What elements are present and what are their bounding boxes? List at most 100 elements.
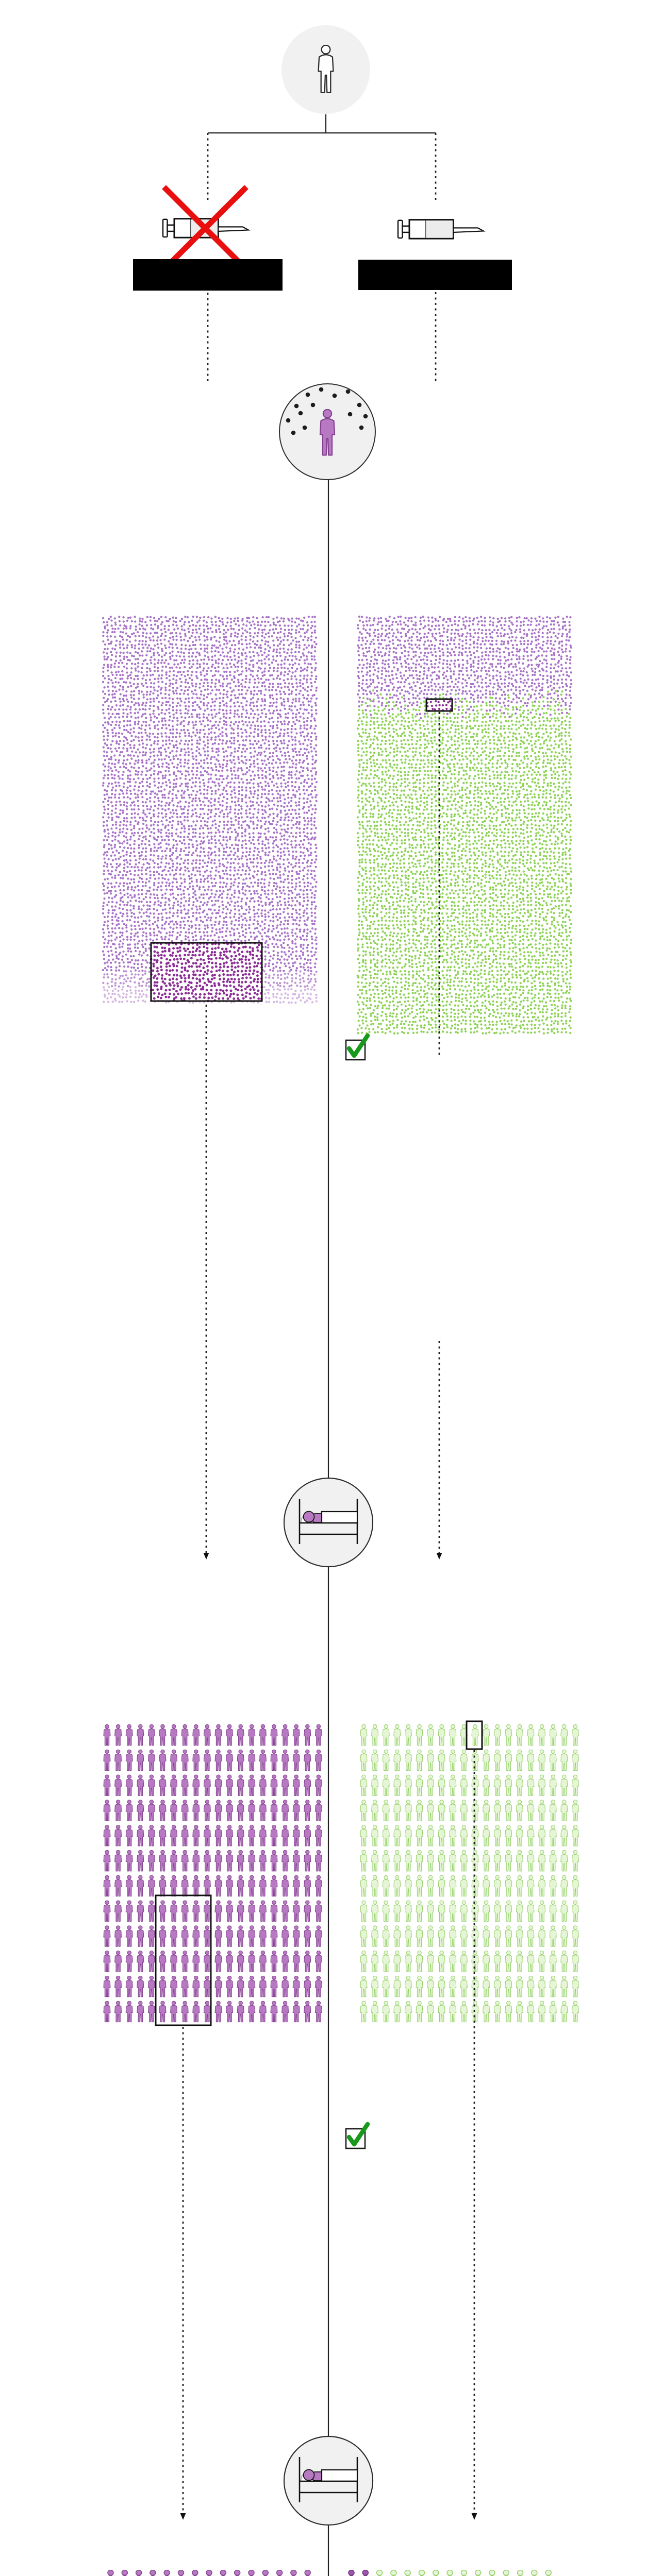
breakthrough-highlight-box [425,698,453,712]
person-icon [103,1774,111,1796]
arrowhead [471,2513,477,2520]
person-icon [274,2570,285,2576]
person-icon [170,1749,178,1771]
person-icon [114,1749,122,1771]
person-icon [125,2001,133,2023]
person-icon [527,2001,535,2023]
person-icon [360,1875,368,1897]
person-icon [483,1951,490,1972]
person-icon [360,2570,371,2576]
person-icon [304,1976,311,1997]
person-icon [471,1850,479,1872]
person-icon [460,1900,468,1922]
person-icon [471,1900,479,1922]
person-icon [270,1774,278,1796]
person-icon [214,1925,222,1947]
person-icon [214,1951,222,1972]
person-icon [560,1900,568,1922]
arrowhead [180,2513,186,2520]
person-icon [304,1749,311,1771]
person-icon [516,1724,523,1746]
person-icon [460,2001,468,2023]
person-icon [226,1900,234,1922]
person-icon [416,1800,423,1821]
person-icon [430,2570,441,2576]
person-icon [192,1774,200,1796]
person-icon [427,1800,435,1821]
person-icon [190,2570,201,2576]
spray-dot [294,403,299,409]
person-icon [103,1900,111,1922]
person-icon [483,1900,490,1922]
arrowhead [436,1553,442,1560]
person-icon [538,2001,546,2023]
person-icon [404,1825,412,1846]
person-icon [226,1749,234,1771]
person-icon [270,1951,278,1972]
person-icon [314,1951,322,1972]
person-icon [371,2001,379,2023]
person-icon [292,1925,300,1947]
unvaccinated-label-bar [133,259,283,291]
person-icon [147,1875,155,1897]
person-icon [314,1825,322,1846]
person-icon [114,1976,122,1997]
person-icon [560,1850,568,1872]
person-icon [360,1850,368,1872]
person-icon [192,1800,200,1821]
person-icon [147,1976,155,1997]
person-icon [416,1951,423,1972]
person-icon [314,1800,322,1821]
person-icon [571,1925,579,1947]
person-icon [516,1774,523,1796]
person-icon [214,1749,222,1771]
person-icon [560,1875,568,1897]
person-icon [571,1900,579,1922]
person-icon [393,1800,401,1821]
person-icon [427,1724,435,1746]
person-icon [270,1850,278,1872]
person-icon [314,1749,322,1771]
plunger-cap [397,219,403,239]
spray-dot [298,411,303,416]
person-icon [460,1976,468,1997]
person-icon [103,1850,111,1872]
person-icon [416,1825,423,1846]
person-icon [270,1925,278,1947]
person-icon [125,1925,133,1947]
person-icon [427,1749,435,1771]
person-icon [516,1900,523,1922]
person-icon [147,1850,155,1872]
person-icon [438,1774,445,1796]
person-icon [360,1900,368,1922]
person-icon [438,1800,445,1821]
person-icon [538,1875,546,1897]
person-icon [304,1724,311,1746]
person-icon [471,2001,479,2023]
person-icon [438,1850,445,1872]
person-icon [493,1875,501,1897]
person-icon [493,1951,501,1972]
person-icon [281,1900,289,1922]
person-icon [360,1825,368,1846]
person-icon [226,1850,234,1872]
person-icon [226,1825,234,1846]
person-icon [538,1774,546,1796]
person-icon [416,1724,423,1746]
check-mark [346,1033,370,1058]
person-icon [493,1900,501,1922]
person-icon [560,1925,568,1947]
person-icon [471,1724,479,1746]
person-icon [270,1724,278,1746]
person-icon [226,2001,234,2023]
person-icon [471,1800,479,1821]
person-icon [560,1749,568,1771]
person-icon [170,1900,178,1922]
person-icon [427,1976,435,1997]
flow-connectors [180,114,477,2576]
person-icon [181,1749,189,1771]
person-icon [404,1976,412,1997]
person-icon [438,2001,445,2023]
person-icon [493,1850,501,1872]
person-icon [259,1976,267,1997]
